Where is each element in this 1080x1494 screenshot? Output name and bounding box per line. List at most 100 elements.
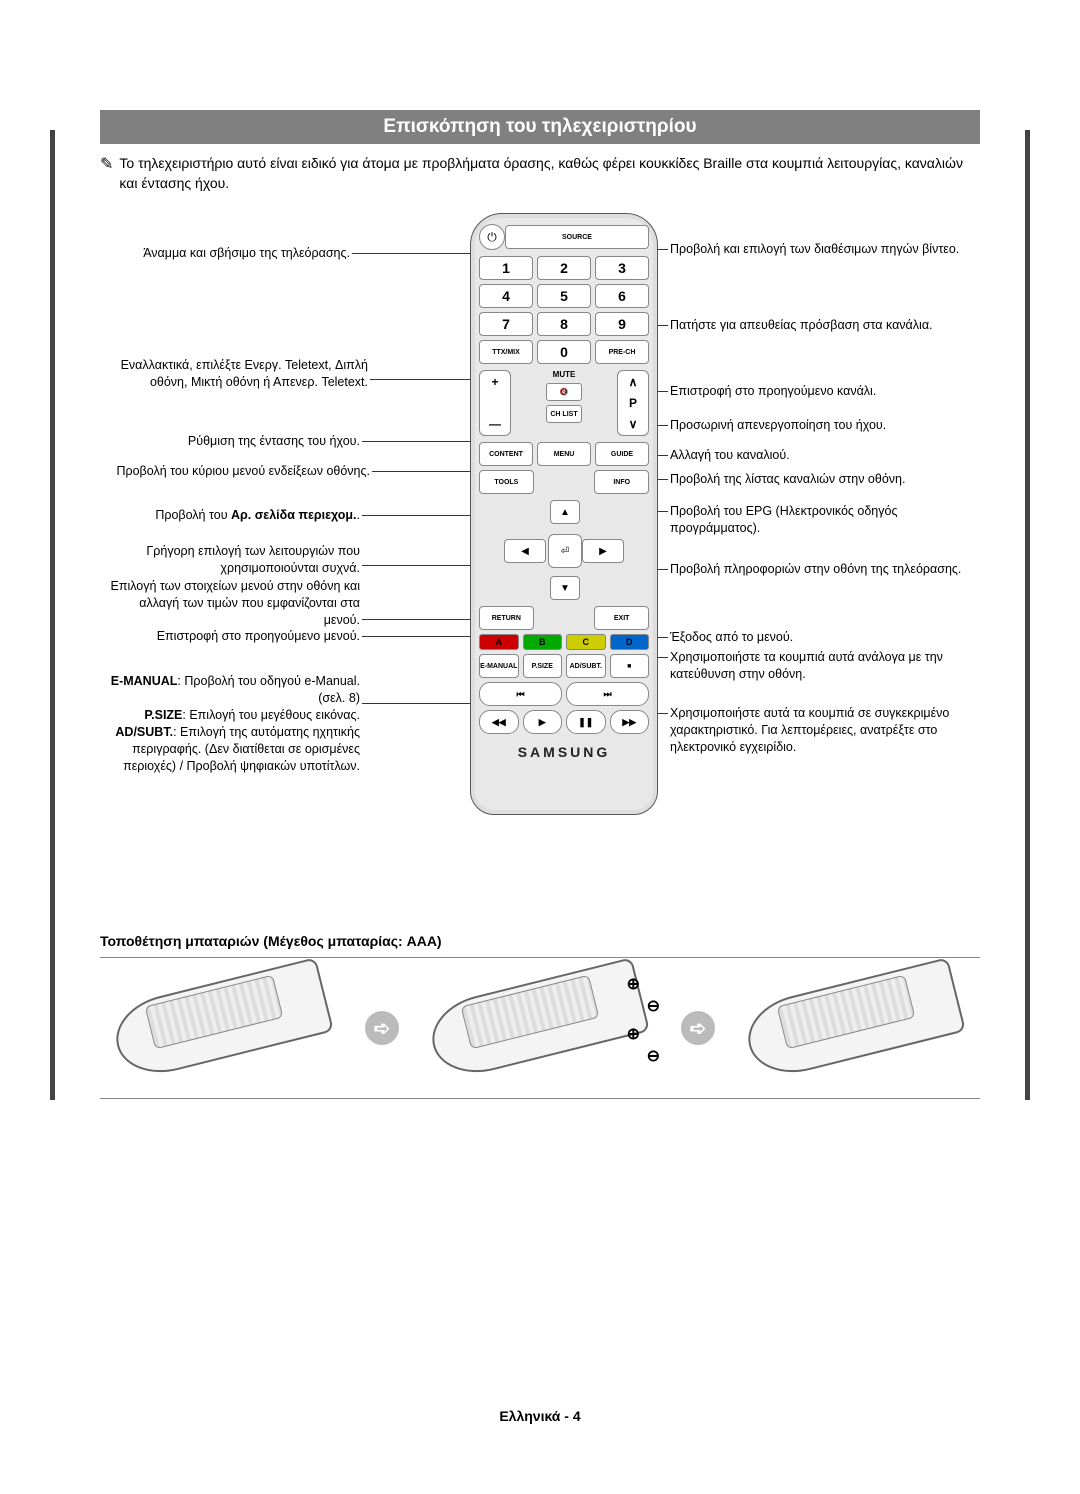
ttxmix-button: TTX/MIX xyxy=(479,340,533,364)
content-button: CONTENT xyxy=(479,442,533,466)
key-5: 5 xyxy=(537,284,591,308)
adsubt-bold: AD/SUBT. xyxy=(115,725,173,739)
plus-icon: ⊕ xyxy=(627,974,640,994)
key-7: 7 xyxy=(479,312,533,336)
callout-menu: Προβολή του κύριου μενού ενδείξεων οθόνη… xyxy=(95,463,370,480)
callout-playback: Χρησιμοποιήστε αυτά τα κουμπιά σε συγκεκ… xyxy=(670,705,980,756)
mute-label: MUTE xyxy=(553,370,576,379)
callout-content-prefix: Προβολή του xyxy=(155,508,231,522)
braille-note: ✎ Το τηλεχειριστήριο αυτό είναι ειδικό γ… xyxy=(100,154,980,193)
remote-illustration: ⏻ SOURCE 1 2 3 4 5 6 7 8 9 TTX/MIX 0 PRE xyxy=(470,213,658,815)
dpad-left: ◀ xyxy=(504,539,546,563)
color-d-button: D xyxy=(610,634,650,650)
menu-button: MENU xyxy=(537,442,591,466)
psize-button: P.SIZE xyxy=(523,654,563,678)
guide-button: GUIDE xyxy=(595,442,649,466)
info-button: INFO xyxy=(594,470,649,494)
minus-icon: ⊖ xyxy=(647,996,660,1016)
callout-ttx: Εναλλακτικά, επιλέξτε Ενεργ. Teletext, Δ… xyxy=(100,357,368,391)
leader-line xyxy=(362,515,480,516)
section-title: Επισκόπηση του τηλεχειριστηρίου xyxy=(100,110,980,144)
dpad-enter: ⏎ xyxy=(548,534,582,568)
dpad-down: ▼ xyxy=(550,576,580,600)
adsubt-button: AD/SUBT. xyxy=(566,654,606,678)
psize-text: : Επιλογή του μεγέθους εικόνας. xyxy=(182,708,360,722)
key-6: 6 xyxy=(595,284,649,308)
chlist-button: CH LIST xyxy=(546,405,582,423)
channel-rocker: ∧P∨ xyxy=(617,370,649,436)
callout-dpad: Επιλογή των στοιχείων μενού στην οθόνη κ… xyxy=(100,578,360,629)
callout-tools: Γρήγορη επιλογή των λειτουργιών που χρησ… xyxy=(100,543,360,577)
note-icon: ✎ xyxy=(100,154,113,193)
key-0: 0 xyxy=(537,340,591,364)
callout-return: Επιστροφή στο προηγούμενο μενού. xyxy=(100,628,360,645)
callout-chlist: Προβολή της λίστας καναλιών στην οθόνη. xyxy=(670,471,970,488)
key-3: 3 xyxy=(595,256,649,280)
brand-logo: SAMSUNG xyxy=(479,744,649,760)
key-2: 2 xyxy=(537,256,591,280)
color-b-button: B xyxy=(523,634,563,650)
minus-icon: ⊖ xyxy=(647,1046,660,1066)
key-1: 1 xyxy=(479,256,533,280)
leader-line xyxy=(370,379,478,380)
dpad: ▲ ▼ ◀ ▶ ⏎ xyxy=(504,500,624,600)
callout-prech: Επιστροφή στο προηγούμενο κανάλι. xyxy=(670,383,970,400)
prech-button: PRE-CH xyxy=(595,340,649,364)
play-button: ▶ xyxy=(523,710,563,734)
callout-mute: Προσωρινή απενεργοποίηση του ήχου. xyxy=(670,417,970,434)
tools-button: TOOLS xyxy=(479,470,534,494)
emanual-button: E-MANUAL xyxy=(479,654,519,678)
volume-rocker: +— xyxy=(479,370,511,436)
callout-numbers: Πατήστε για απευθείας πρόσβαση στα κανάλ… xyxy=(670,317,970,334)
rewind-button: ◀◀ xyxy=(479,710,519,734)
remote-diagram: Άναμμα και σβήσιμο της τηλεόρασης. Εναλλ… xyxy=(100,213,980,833)
callout-source: Προβολή και επιλογή των διαθέσιμων πηγών… xyxy=(670,241,970,258)
dpad-up: ▲ xyxy=(550,500,580,524)
battery-step-3 xyxy=(736,968,976,1088)
callout-volume: Ρύθμιση της έντασης του ήχου. xyxy=(100,433,360,450)
stop-button: ■ xyxy=(610,654,650,678)
pause-button: ❚❚ xyxy=(566,710,606,734)
prev-track-button: ⏮ xyxy=(479,682,562,706)
ffwd-button: ▶▶ xyxy=(610,710,650,734)
callout-info: Προβολή πληροφοριών στην οθόνη της τηλεό… xyxy=(670,561,970,578)
leader-line xyxy=(372,471,478,472)
psize-bold: P.SIZE xyxy=(144,708,182,722)
next-track-button: ⏭ xyxy=(566,682,649,706)
p-label: P xyxy=(629,396,637,410)
emanual-bold: E-MANUAL xyxy=(111,674,178,688)
callout-guide: Προβολή του EPG (Ηλεκτρονικός οδηγός προ… xyxy=(670,503,970,537)
source-button: SOURCE xyxy=(505,225,649,249)
color-c-button: C xyxy=(566,634,606,650)
callout-power: Άναμμα και σβήσιμο της τηλεόρασης. xyxy=(100,245,350,262)
return-button: RETURN xyxy=(479,606,534,630)
battery-step-1 xyxy=(104,968,344,1088)
leader-line xyxy=(362,636,480,637)
key-8: 8 xyxy=(537,312,591,336)
callout-exit: Έξοδος από το μενού. xyxy=(670,629,970,646)
callout-channel: Αλλαγή του καναλιού. xyxy=(670,447,970,464)
key-4: 4 xyxy=(479,284,533,308)
battery-heading: Τοποθέτηση μπαταριών (Μέγεθος μπαταρίας:… xyxy=(100,933,980,949)
key-9: 9 xyxy=(595,312,649,336)
emanual-text: : Προβολή του οδηγού e-Manual. (σελ. 8) xyxy=(177,674,360,705)
battery-step-2: ⊕ ⊖ ⊕ ⊖ xyxy=(420,968,660,1088)
leader-line xyxy=(362,565,480,566)
dpad-right: ▶ xyxy=(582,539,624,563)
arrow-icon: ➪ xyxy=(681,1011,715,1045)
leader-line xyxy=(362,441,482,442)
power-button: ⏻ xyxy=(479,224,505,250)
plus-icon: ⊕ xyxy=(627,1024,640,1044)
leader-line xyxy=(352,253,482,254)
callout-content-bold: Αρ. σελίδα περιεχομ. xyxy=(231,508,357,522)
page-footer: Ελληνικά - 4 xyxy=(0,1408,1080,1424)
color-a-button: A xyxy=(479,634,519,650)
callout-content: Προβολή του Αρ. σελίδα περιεχομ.. xyxy=(100,507,360,524)
arrow-icon: ➪ xyxy=(365,1011,399,1045)
leader-line xyxy=(362,703,480,704)
exit-button: EXIT xyxy=(594,606,649,630)
callout-content-suffix: . xyxy=(357,508,360,522)
note-text: Το τηλεχειριστήριο αυτό είναι ειδικό για… xyxy=(119,154,980,193)
callout-emanual-psize-adsubt: E-MANUAL: Προβολή του οδηγού e-Manual. (… xyxy=(100,673,360,774)
mute-button: 🔇 xyxy=(546,383,582,401)
